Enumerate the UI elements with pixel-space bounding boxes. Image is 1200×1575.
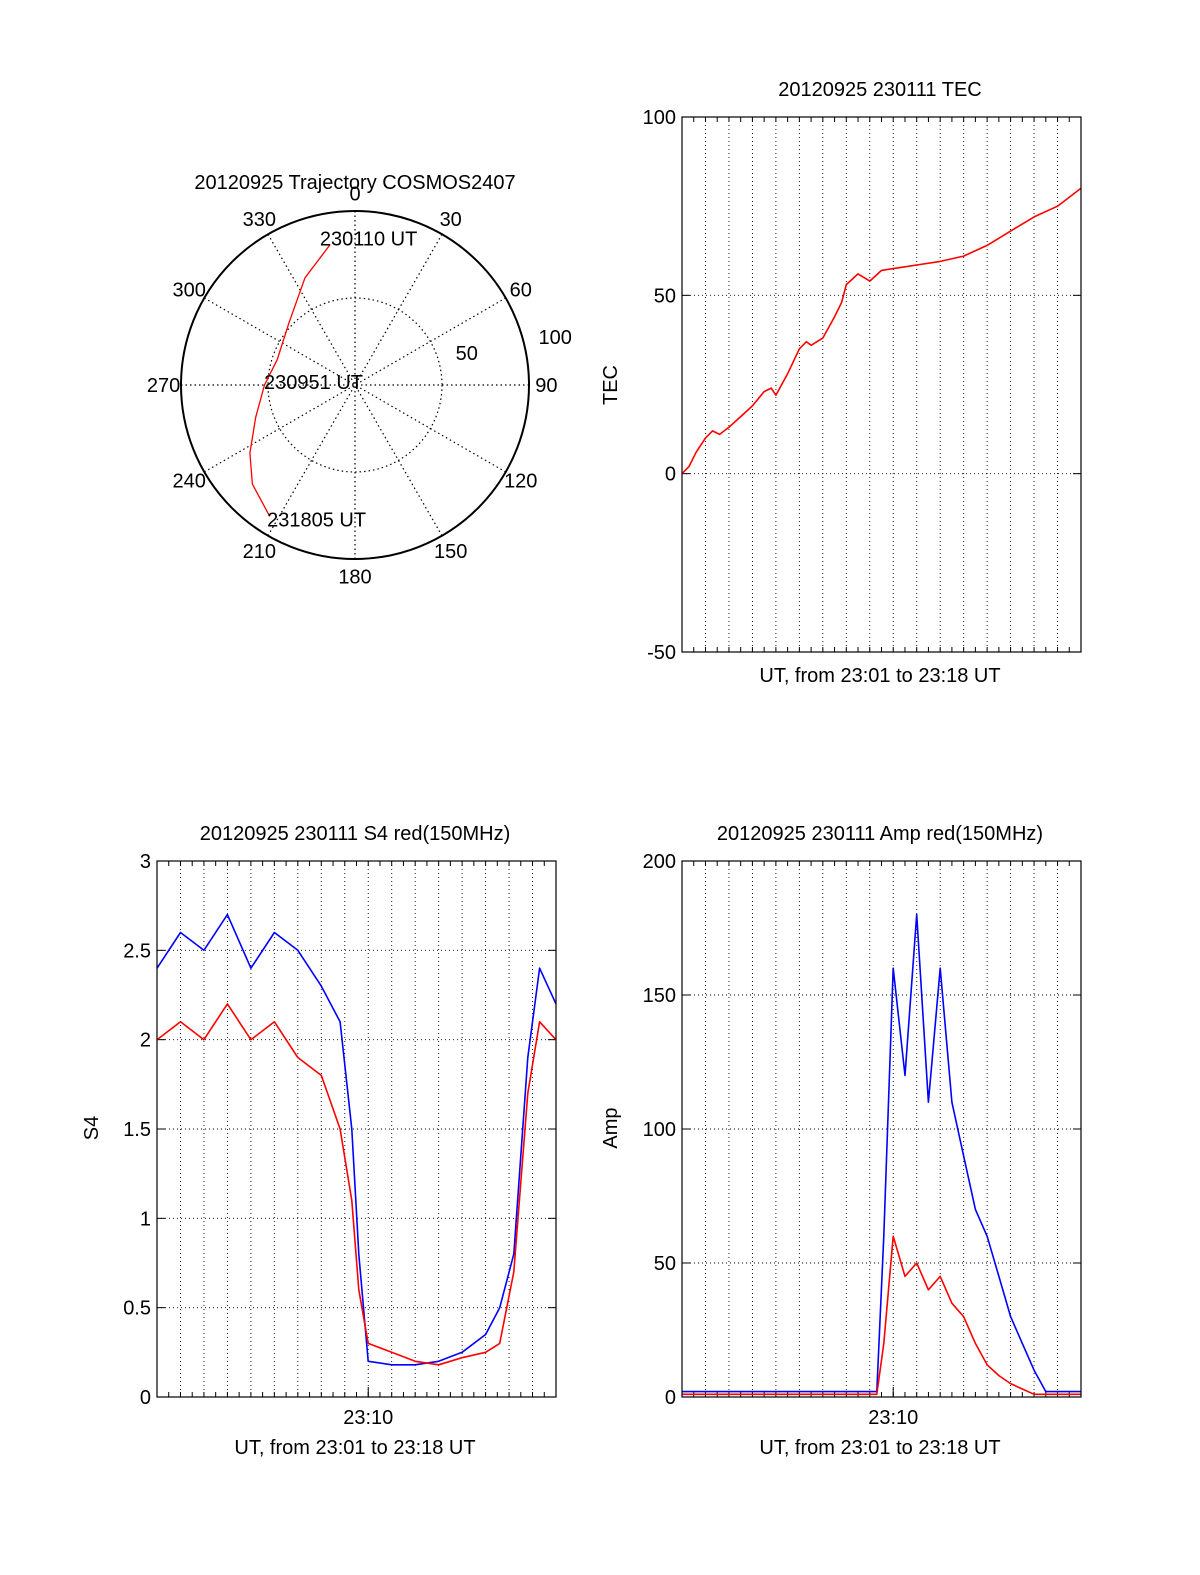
polar-angle-labels: 0 30 60 90 120 150 180 210 240 270 300 330 <box>147 184 558 589</box>
y-tick-label: -50 <box>647 642 676 664</box>
polar-angle-label: 330 <box>243 209 276 231</box>
polar-angle-label: 180 <box>338 566 371 588</box>
y-tick-label: 2.5 <box>123 940 151 962</box>
y-tick-label: 2 <box>140 1030 151 1052</box>
trajectory-annotation: 230951 UT <box>264 372 363 394</box>
s4-panel: 20120925 230111 S4 red(150MHz) UT, from … <box>81 823 557 1459</box>
polar-angle-label: 60 <box>510 279 532 301</box>
trajectory-annotation: 230110 UT <box>320 229 417 251</box>
y-tick-label: 1 <box>140 1208 151 1230</box>
polar-angle-label: 30 <box>440 209 462 231</box>
polar-angle-label: 210 <box>243 541 276 563</box>
s4-title: 20120925 230111 S4 red(150MHz) <box>200 823 511 845</box>
s4-xlabel: UT, from 23:01 to 23:18 UT <box>234 1437 475 1459</box>
polar-angle-label: 240 <box>173 471 206 493</box>
trajectory-polar-panel: 20120925 Trajectory COSMOS2407 0 30 60 90 12… <box>147 172 572 588</box>
y-tick-label: 0 <box>140 1387 151 1409</box>
y-tick-label: 0 <box>665 1387 676 1409</box>
polar-angle-label: 120 <box>504 471 537 493</box>
amp-xlabel: UT, from 23:01 to 23:18 UT <box>759 1437 1000 1459</box>
y-tick-label: 1.5 <box>123 1119 151 1141</box>
series-line <box>156 1003 557 1366</box>
y-tick-label: 50 <box>654 1253 676 1275</box>
tec-xlabel: UT, from 23:01 to 23:18 UT <box>759 665 1000 687</box>
y-tick-label: 100 <box>643 107 676 129</box>
y-tick-label: 100 <box>643 1119 676 1141</box>
amp-ylabel: Amp <box>600 1107 622 1148</box>
polar-angle-label: 90 <box>535 375 557 397</box>
plot-frame <box>681 116 1082 653</box>
polar-radial-labels: 50 100 <box>456 327 572 365</box>
polar-angle-label: 300 <box>173 279 206 301</box>
trajectory-line <box>249 244 331 517</box>
y-tick-label: 150 <box>643 985 676 1007</box>
trajectory-annotations: 230110 UT 230951 UT 231805 UT <box>264 229 417 532</box>
series-line <box>156 913 557 1366</box>
polar-radial-label: 50 <box>456 343 478 365</box>
tec-ylabel: TEC <box>600 365 622 405</box>
tec-panel: 20120925 230111 TEC UT, from 23:01 to 23… <box>600 79 1082 687</box>
amp-title: 20120925 230111 Amp red(150MHz) <box>717 823 1043 845</box>
x-tick-label: 23:10 <box>343 1407 393 1429</box>
y-tick-label: 0.5 <box>123 1298 151 1320</box>
polar-angle-label: 150 <box>434 541 467 563</box>
trajectory-series <box>249 244 331 517</box>
plot-frame <box>681 860 1082 1398</box>
polar-angle-label: 270 <box>147 375 180 397</box>
series-line <box>682 1235 1081 1396</box>
polar-grid <box>180 210 530 560</box>
y-tick-label: 200 <box>643 851 676 873</box>
series-line <box>681 187 1082 475</box>
series-line <box>682 913 1081 1393</box>
polar-angle-label: 0 <box>349 184 360 206</box>
x-tick-label: 23:10 <box>868 1407 918 1429</box>
y-tick-label: 3 <box>140 851 151 873</box>
trajectory-annotation: 231805 UT <box>267 509 366 531</box>
y-tick-label: 0 <box>665 464 676 486</box>
trajectory-title: 20120925 Trajectory COSMOS2407 <box>194 172 515 194</box>
y-tick-label: 50 <box>654 285 676 307</box>
amp-panel: 20120925 230111 Amp red(150MHz) UT, from… <box>600 823 1082 1459</box>
s4-ylabel: S4 <box>81 1116 103 1140</box>
plot-frame <box>156 860 557 1398</box>
polar-radial-label: 100 <box>539 327 572 349</box>
tec-title: 20120925 230111 TEC <box>778 79 982 101</box>
